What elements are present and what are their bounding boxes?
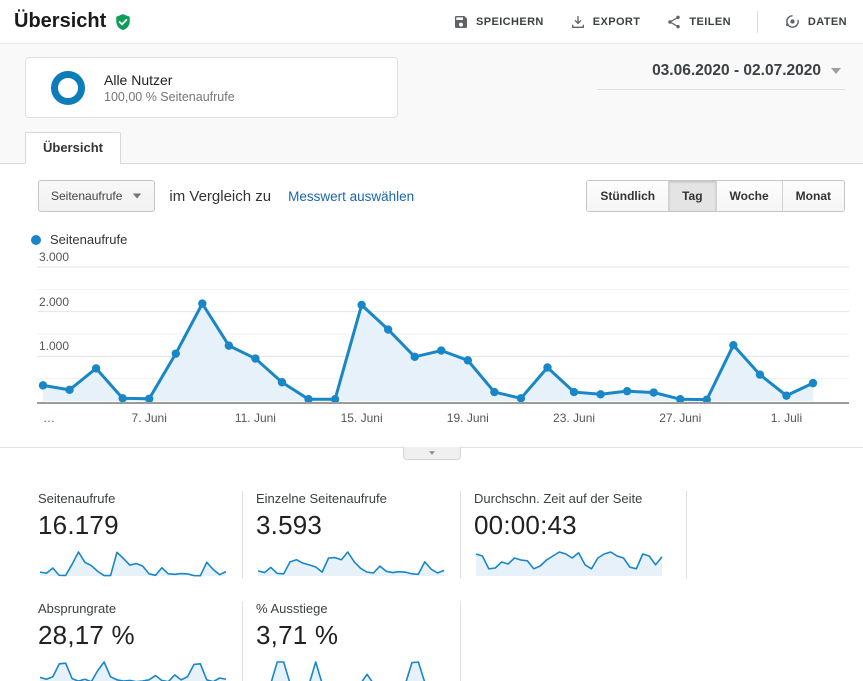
scorecard-value: 3,71 % [256,620,339,650]
insights-orbit-icon [784,13,801,30]
series-label: Seitenaufrufe [50,232,128,247]
scorecard-exit-rate[interactable]: % Ausstiege 3,71 % [256,601,461,681]
sparkline-chart [39,551,227,577]
x-axis-tick: 23. Juni [553,411,596,425]
collapse-chart-handle[interactable] [402,447,461,460]
save-button-label: SPEICHERN [475,15,544,28]
scorecard-value: 16.179 [38,510,119,540]
scorecards: Seitenaufrufe 16.179 Einzelne Seitenaufr… [38,491,863,681]
segment-card[interactable]: Alle Nutzer 100,00 % Seitenaufrufe [25,57,398,118]
download-icon [570,14,586,30]
scorecard-pageviews[interactable]: Seitenaufrufe 16.179 [38,491,243,578]
x-axis-tick: 19. Juni [446,411,489,425]
chevron-down-icon [428,451,435,455]
metric-select-value: Seitenaufrufe [51,189,123,203]
x-axis-labels: … 7. Juni 11. Juni 15. Juni 19. Juni 23. Juni… [37,411,850,427]
tab-uebersicht[interactable]: Übersicht [25,132,121,164]
chart-panel-border [0,447,863,461]
scorecard-value: 00:00:43 [474,510,577,540]
chevron-down-icon [831,68,841,74]
tab-bar: Übersicht [0,132,863,164]
timeseries-chart: 1.000 2.000 3.000 [37,250,850,407]
y-axis-tick: 2.000 [39,294,70,309]
granularity-week-button[interactable]: Woche [715,181,782,211]
x-axis-tick: … [43,411,55,425]
x-axis-tick: 1. Juli [770,411,803,425]
sparkline-chart [257,551,445,576]
header: Übersicht SPEICHERN EXPORT [0,0,863,44]
chart-legend: Seitenaufrufe [31,232,863,247]
verified-shield-icon [114,13,132,31]
chart-controls: Seitenaufrufe im Vergleich zu Messwert a… [38,179,845,213]
chevron-down-icon [133,193,142,199]
metric-select-dropdown[interactable]: Seitenaufrufe [38,180,156,212]
granularity-month-button[interactable]: Monat [781,181,844,211]
export-button[interactable]: EXPORT [570,14,641,30]
y-axis-tick: 3.000 [39,250,70,264]
save-icon [453,14,469,30]
select-metric-link[interactable]: Messwert auswählen [288,188,415,204]
segment-ring-icon [51,70,85,105]
series-dot-icon [31,234,41,245]
header-actions: SPEICHERN EXPORT TEILEN [453,10,847,33]
share-button-label: TEILEN [689,15,731,28]
compare-text: im Vergleich zu [169,187,272,205]
scorecard-avg-time-on-page[interactable]: Durchschn. Zeit auf der Seite 00:00:43 [474,491,687,578]
y-axis-tick: 1.000 [39,339,70,354]
granularity-day-button[interactable]: Tag [668,181,716,211]
date-range-label: 03.06.2020 - 02.07.2020 [652,62,821,79]
sparkline-chart [475,551,663,576]
sparkline-chart [39,661,227,681]
scorecard-label: Absprungrate [38,601,117,616]
date-range-selector[interactable]: 03.06.2020 - 02.07.2020 [597,56,845,90]
subheader: Alle Nutzer 100,00 % Seitenaufrufe 03.06… [0,44,863,164]
page-title: Übersicht [14,10,107,32]
share-button[interactable]: TEILEN [666,14,731,30]
scorecard-label: % Ausstiege [256,601,328,616]
header-divider [756,10,758,33]
x-axis-tick: 7. Juni [131,411,167,425]
segment-detail: 100,00 % Seitenaufrufe [104,89,235,104]
scorecard-value: 3.593 [256,510,323,540]
granularity-toggle: Stündlich Tag Woche Monat [586,180,845,212]
scorecard-unique-pageviews[interactable]: Einzelne Seitenaufrufe 3.593 [256,491,461,578]
export-button-label: EXPORT [592,15,641,28]
scorecard-value: 28,17 % [38,620,135,650]
insights-button-label: DATEN [807,15,847,28]
scorecard-label: Einzelne Seitenaufrufe [256,491,387,506]
granularity-hourly-button[interactable]: Stündlich [587,181,669,211]
scorecard-bounce-rate[interactable]: Absprungrate 28,17 % [38,601,243,681]
share-icon [666,14,682,30]
timeseries-chart-svg [37,266,849,404]
x-axis-tick: 27. Juni [659,411,702,425]
sparkline-chart [270,661,426,681]
segment-name: Alle Nutzer [104,71,173,88]
x-axis-tick: 15. Juni [340,411,383,425]
scorecard-label: Durchschn. Zeit auf der Seite [474,491,643,506]
save-button[interactable]: SPEICHERN [453,14,544,30]
insights-button[interactable]: DATEN [784,13,847,30]
scorecard-label: Seitenaufrufe [38,491,116,506]
x-axis-tick: 11. Juni [234,411,276,425]
